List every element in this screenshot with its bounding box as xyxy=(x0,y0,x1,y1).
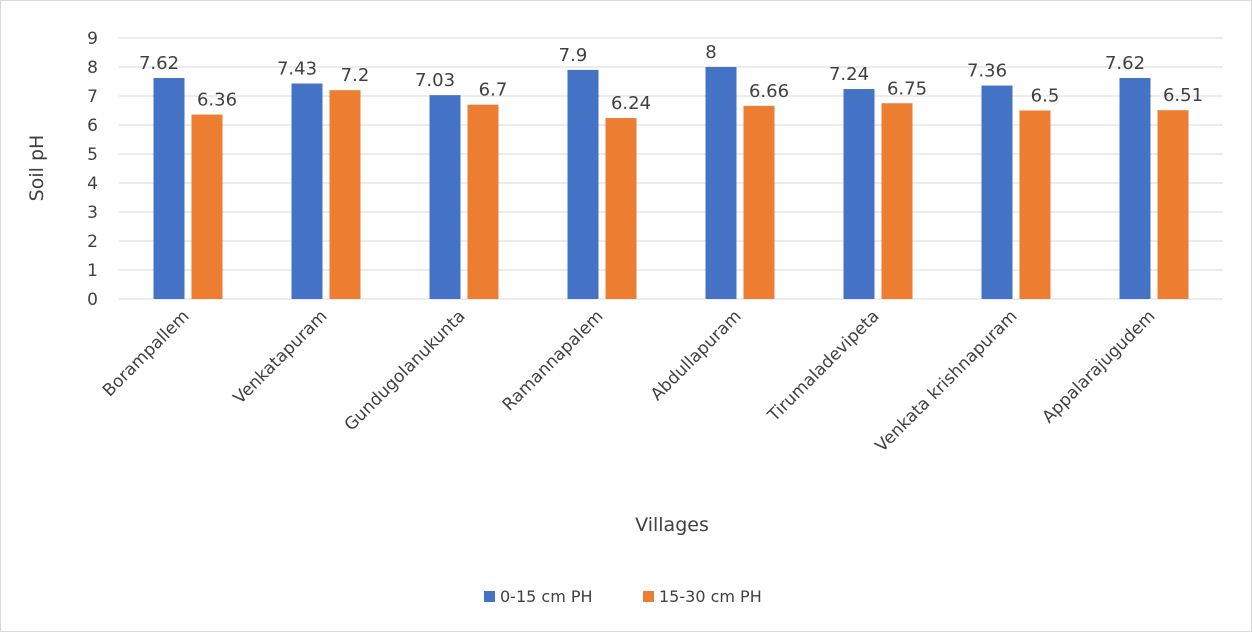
y-tick-label: 3 xyxy=(87,203,98,223)
data-label: 7.2 xyxy=(341,65,370,86)
data-label: 6.36 xyxy=(197,90,237,111)
bar-shallow xyxy=(981,85,1013,299)
bar-shallow xyxy=(291,83,323,299)
legend-swatch xyxy=(484,591,495,602)
data-label: 6.66 xyxy=(749,81,789,102)
data-label: 6.51 xyxy=(1163,85,1203,106)
data-labels: 7.62 6.36 7.43 7.2 7.03 6.7 7.9 6.24 8 6.66 7.24 6.… xyxy=(139,42,1203,114)
legend-swatch xyxy=(643,591,654,602)
y-tick-label: 7 xyxy=(87,87,98,107)
bar-shallow xyxy=(153,78,185,300)
y-tick-label: 5 xyxy=(87,145,98,165)
x-tick-label: Venkatapuram xyxy=(230,306,332,408)
data-label: 7.62 xyxy=(1105,53,1145,74)
y-axis-title: Soil pH xyxy=(26,135,48,202)
y-axis-ticks: 0 1 2 3 4 5 6 7 8 9 xyxy=(87,29,98,310)
data-label: 6.24 xyxy=(611,93,651,114)
data-label: 7.36 xyxy=(967,61,1007,82)
data-label: 7.03 xyxy=(415,70,455,91)
bar-shallow xyxy=(567,69,599,300)
bars xyxy=(153,67,1189,300)
bar-deep xyxy=(1019,110,1051,299)
bar-deep xyxy=(191,114,223,299)
x-tick-label: Abdullapuram xyxy=(647,306,746,405)
legend: 0-15 cm PH 15-30 cm PH xyxy=(484,587,762,606)
bar-deep xyxy=(605,118,637,299)
data-label: 7.24 xyxy=(829,64,869,85)
y-tick-label: 1 xyxy=(87,261,98,281)
bar-shallow xyxy=(843,89,875,299)
bar-shallow xyxy=(705,67,737,299)
bar-deep xyxy=(881,103,913,299)
x-tick-label: Tirumaladevipeta xyxy=(763,306,883,426)
y-tick-label: 2 xyxy=(87,232,98,252)
x-tick-label: Appalarajugudem xyxy=(1039,306,1160,427)
data-label: 6.5 xyxy=(1031,86,1060,107)
y-tick-label: 6 xyxy=(87,116,98,136)
data-label: 6.75 xyxy=(887,78,927,99)
x-tick-label: Borampallem xyxy=(99,306,194,401)
y-tick-label: 8 xyxy=(87,58,98,78)
y-tick-label: 9 xyxy=(87,29,98,49)
bar-deep xyxy=(329,90,361,299)
x-tick-label: Ramannapalem xyxy=(499,306,608,415)
data-label: 7.9 xyxy=(559,45,588,66)
x-axis-ticks: Borampallem Venkatapuram Gundugolanukunta R… xyxy=(99,306,1160,456)
legend-label: 0-15 cm PH xyxy=(500,587,593,606)
data-label: 6.7 xyxy=(479,80,508,101)
legend-label: 15-30 cm PH xyxy=(659,587,762,606)
bar-deep xyxy=(743,105,775,299)
data-label: 8 xyxy=(705,42,716,63)
x-tick-label: Venkata krishnapuram xyxy=(872,306,1022,456)
data-label: 7.62 xyxy=(139,53,179,74)
bar-shallow xyxy=(429,95,461,299)
bar-deep xyxy=(1157,110,1189,300)
bar-shallow xyxy=(1119,78,1151,300)
x-tick-label: Gundugolanukunta xyxy=(341,306,470,435)
y-tick-label: 4 xyxy=(87,174,98,194)
bar-deep xyxy=(467,104,499,299)
data-label: 7.43 xyxy=(277,59,317,80)
y-tick-label: 0 xyxy=(87,290,98,310)
x-axis-title: Villages xyxy=(635,514,709,536)
